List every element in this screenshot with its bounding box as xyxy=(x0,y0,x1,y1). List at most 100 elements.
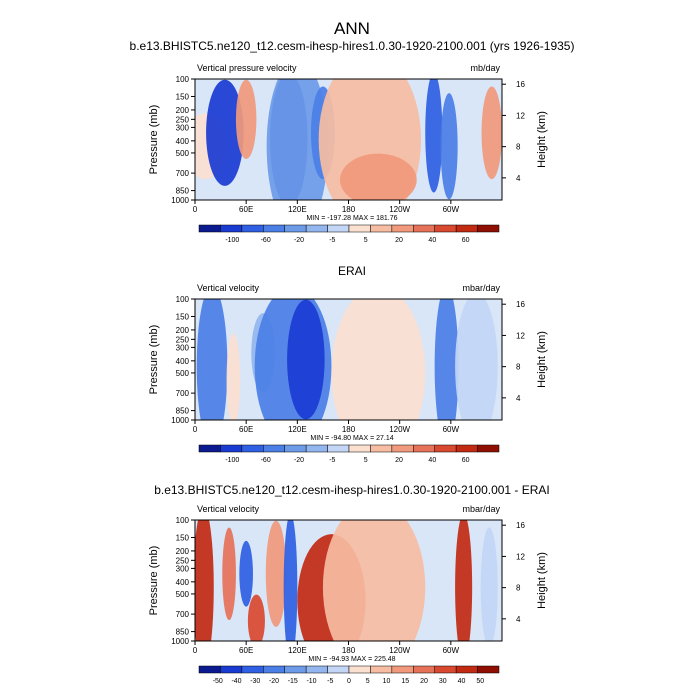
field-region xyxy=(440,93,458,200)
y-tick-label: 200 xyxy=(176,326,190,335)
field-region xyxy=(455,299,498,420)
y-tick-label: 850 xyxy=(176,187,190,196)
x-tick-label: 120E xyxy=(288,425,307,434)
x-tick-label: 180 xyxy=(342,646,356,655)
y-tick-label: 850 xyxy=(176,628,190,637)
field-region xyxy=(434,299,459,420)
field-region xyxy=(235,79,257,159)
colorbar-label: 10 xyxy=(383,678,391,685)
colorbar-cell xyxy=(455,665,478,674)
x-tick-label: 60E xyxy=(239,425,253,434)
colorbar-label: 40 xyxy=(458,678,466,685)
colorbar-cell xyxy=(284,665,307,674)
colorbar-label: -40 xyxy=(231,678,241,685)
x-tick-label: 120E xyxy=(288,646,307,655)
colorbar-label: 0 xyxy=(347,678,351,685)
colorbar-label: 5 xyxy=(364,457,368,464)
colorbar-cell xyxy=(391,444,414,453)
colorbar-label: -5 xyxy=(329,237,335,244)
x-tick-label: 120W xyxy=(389,205,410,214)
y-right-tick-label: 12 xyxy=(516,552,525,561)
colorbar-cell xyxy=(305,444,328,453)
y-tick-label: 150 xyxy=(176,533,190,542)
panel-title: b.e13.BHISTC5.ne120_t12.cesm-ihesp-hires… xyxy=(130,39,575,53)
colorbar-cell xyxy=(263,224,285,233)
colorbar-label: 20 xyxy=(395,457,403,464)
y-axis-label-right: Height (km) xyxy=(536,552,548,609)
y-right-tick-label: 4 xyxy=(516,174,521,183)
y-tick-label: 150 xyxy=(176,92,190,101)
stats-label: MIN = -94.93 MAX = 225.48 xyxy=(308,656,395,663)
colorbar-label: -10 xyxy=(306,678,316,685)
field-region xyxy=(265,520,287,627)
stats-label: MIN = -197.28 MAX = 181.76 xyxy=(306,215,397,222)
field-region xyxy=(331,299,426,420)
y-tick-label: 100 xyxy=(176,516,190,525)
colorbar-cell xyxy=(327,665,350,674)
colorbar-label: -5 xyxy=(329,457,335,464)
y-axis-label-right: Height (km) xyxy=(536,331,548,388)
colorbar-cell xyxy=(477,444,500,453)
y-tick-label: 300 xyxy=(176,123,190,132)
y-axis-label-right: Height (km) xyxy=(536,111,548,168)
colorbar-label: 50 xyxy=(476,678,484,685)
field-region xyxy=(239,540,253,607)
colorbar-cell xyxy=(455,444,478,453)
colorbar-label: -60 xyxy=(261,457,271,464)
y-right-tick-label: 4 xyxy=(516,394,521,403)
y-right-tick-label: 12 xyxy=(516,331,525,340)
colorbar-cell xyxy=(327,224,350,233)
colorbar-cell xyxy=(241,665,264,674)
stats-label: MIN = -94.80 MAX = 27.14 xyxy=(310,435,393,442)
y-axis-label: Pressure (mb) xyxy=(148,546,160,616)
y-tick-label: 400 xyxy=(176,578,190,587)
panels: b.e13.BHISTC5.ne120_t12.cesm-ihesp-hires… xyxy=(130,39,575,685)
y-tick-label: 100 xyxy=(176,295,190,304)
colorbar-cell xyxy=(263,665,285,674)
colorbar-label: -30 xyxy=(250,678,260,685)
y-tick-label: 200 xyxy=(176,106,190,115)
colorbar-label: 40 xyxy=(428,237,436,244)
y-tick-label: 300 xyxy=(176,343,190,352)
colorbar-label: 40 xyxy=(428,457,436,464)
colorbar-cell xyxy=(263,444,285,453)
colorbar-label: -20 xyxy=(269,678,279,685)
y-tick-label: 100 xyxy=(176,75,190,84)
colorbar-cell xyxy=(284,224,307,233)
panel-3: b.e13.BHISTC5.ne120_t12.cesm-ihesp-hires… xyxy=(148,483,550,685)
colorbar-label: -60 xyxy=(261,237,271,244)
y-axis-label: Pressure (mb) xyxy=(148,325,160,395)
x-tick-label: 180 xyxy=(342,205,356,214)
colorbar-cell xyxy=(370,444,393,453)
x-tick-label: 60W xyxy=(443,205,460,214)
y-tick-label: 500 xyxy=(176,369,190,378)
colorbar-cell xyxy=(413,665,435,674)
field-region xyxy=(322,520,426,641)
colorbar-label: 5 xyxy=(366,678,370,685)
colorbar-cell xyxy=(370,665,393,674)
y-tick-label: 250 xyxy=(176,335,190,344)
colorbar-cell xyxy=(477,665,500,674)
field-region xyxy=(222,527,236,621)
y-tick-label: 1000 xyxy=(171,637,189,646)
x-tick-label: 0 xyxy=(193,205,198,214)
x-tick-label: 60W xyxy=(443,425,460,434)
colorbar-cell xyxy=(434,224,457,233)
colorbar-label: 15 xyxy=(401,678,409,685)
y-right-tick-label: 4 xyxy=(516,615,521,624)
x-tick-label: 120W xyxy=(389,646,410,655)
field-region xyxy=(283,520,298,641)
field-region xyxy=(455,520,473,641)
colorbar-cell xyxy=(327,444,350,453)
figure-title: ANN xyxy=(334,19,370,38)
panel-units-label: mbar/day xyxy=(462,504,500,514)
colorbar-label: -100 xyxy=(225,457,239,464)
colorbar-label: 20 xyxy=(420,678,428,685)
y-tick-label: 500 xyxy=(176,149,190,158)
colorbar-label: -20 xyxy=(294,237,304,244)
colorbar-cell xyxy=(348,444,371,453)
colorbar-cell xyxy=(455,224,478,233)
field xyxy=(195,520,502,641)
colorbar-label: -50 xyxy=(213,678,223,685)
